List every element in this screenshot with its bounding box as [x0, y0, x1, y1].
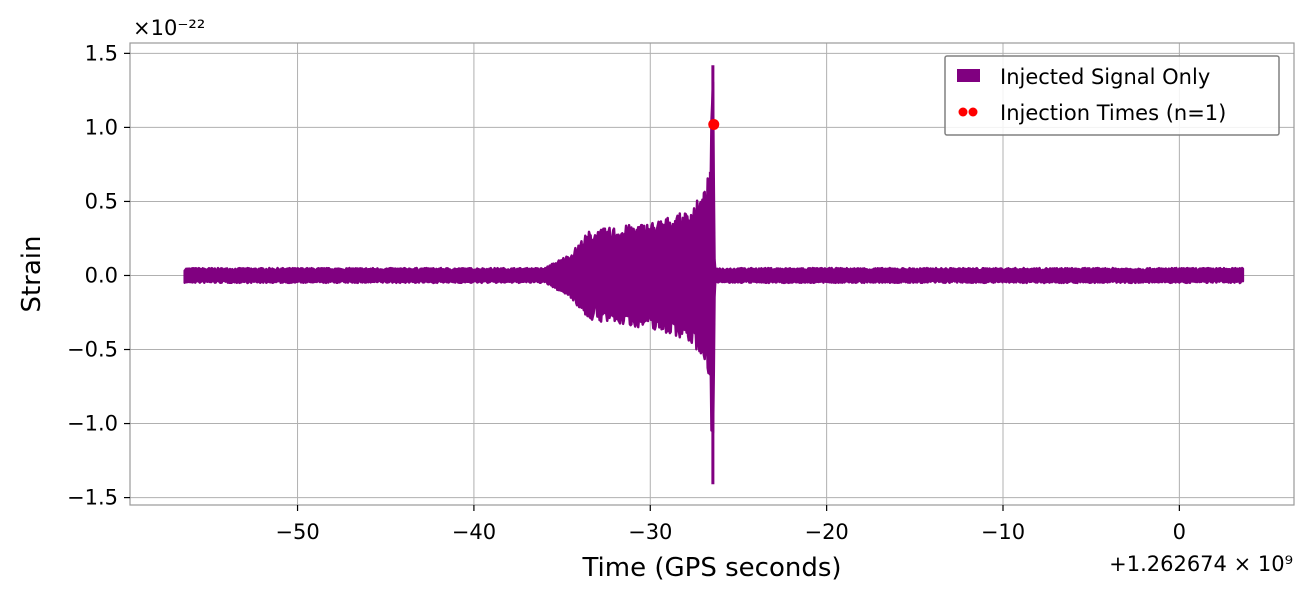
x-axis-label: Time (GPS seconds): [581, 553, 841, 583]
axes-ticks: −50 −40 −30 −20 −10 0 −1.5 −1.0 −0.5 0.0 0.5 1.0 1.5: [67, 41, 1186, 544]
x-offset-label: +1.262674 × 10⁹: [1109, 552, 1293, 576]
legend-label-injection-times: Injection Times (n=1): [1000, 101, 1226, 125]
y-tick-label: 1.0: [85, 115, 118, 139]
legend-box: [944, 55, 1280, 136]
injection-time-marker: [708, 118, 720, 130]
y-tick-label: −1.5: [67, 486, 118, 510]
legend-swatch-injected-signal: [957, 69, 980, 82]
legend: Injected Signal Only Injection Times (n=…: [944, 55, 1280, 136]
y-tick-label: 1.5: [85, 41, 118, 65]
legend-marker-injection-times: [968, 107, 978, 117]
y-tick-label: −0.5: [67, 338, 118, 362]
legend-marker-injection-times: [958, 107, 968, 117]
y-scale-label: ×10⁻²²: [133, 16, 205, 40]
x-tick-label: −10: [981, 520, 1025, 544]
y-tick-label: 0.5: [85, 189, 118, 213]
y-axis-label: Strain: [17, 235, 47, 312]
plot-frame: [129, 42, 1295, 506]
x-tick-label: 0: [1173, 520, 1186, 544]
legend-label-injected-signal: Injected Signal Only: [1000, 65, 1210, 89]
x-tick-label: −30: [628, 520, 672, 544]
x-tick-label: −20: [804, 520, 848, 544]
y-tick-label: −1.0: [67, 412, 118, 436]
x-tick-label: −40: [452, 520, 496, 544]
x-tick-label: −50: [275, 520, 319, 544]
y-tick-label: 0.0: [85, 263, 118, 287]
plot-area: [183, 65, 1245, 485]
